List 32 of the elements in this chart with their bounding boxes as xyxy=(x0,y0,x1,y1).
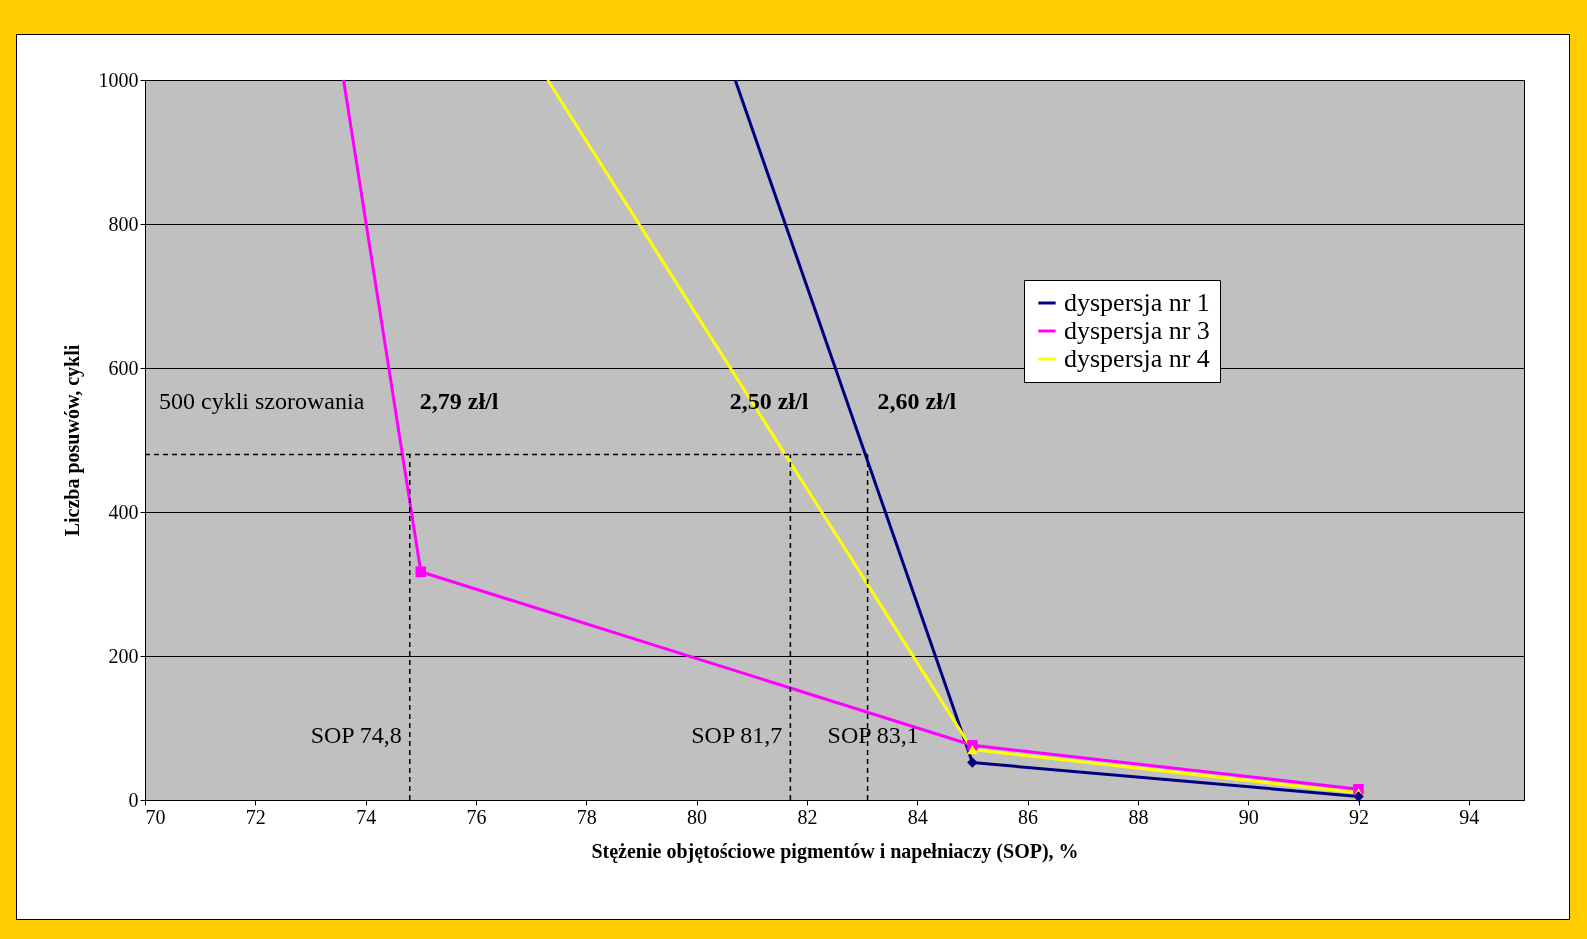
y-axis-title: Liczba posuwów, cykli xyxy=(60,344,84,537)
y-tick-label: 800 xyxy=(108,212,139,235)
ref-line-label: SOP 74,8 xyxy=(310,722,402,748)
point xyxy=(967,757,978,768)
point xyxy=(415,566,427,577)
x-tick-label: 78 xyxy=(576,805,597,828)
x-tick-label: 84 xyxy=(907,805,928,828)
ref-line-label: 500 cykli szorowania xyxy=(159,388,365,415)
x-tick-label: 76 xyxy=(466,805,487,828)
ref-line-label: SOP 81,7 xyxy=(691,722,783,748)
annotation: 2,79 zł/l xyxy=(419,388,499,415)
y-tick-label: 1000 xyxy=(98,68,139,91)
legend-label: dyspersja nr 3 xyxy=(1064,316,1210,345)
legend-label: dyspersja nr 4 xyxy=(1064,344,1210,373)
y-tick-label: 200 xyxy=(108,644,139,667)
x-tick-label: 70 xyxy=(145,805,166,828)
y-tick-label: 600 xyxy=(108,356,139,379)
x-tick-label: 92 xyxy=(1349,805,1370,828)
x-tick-label: 90 xyxy=(1238,805,1259,828)
x-tick-label: 72 xyxy=(245,805,266,828)
ref-line-label: SOP 83,1 xyxy=(827,722,919,748)
x-axis-title: Stężenie objętościowe pigmentów i napełniaczy (SOP), % xyxy=(591,839,1079,863)
x-tick-label: 94 xyxy=(1459,805,1480,828)
x-tick-label: 80 xyxy=(687,805,708,828)
x-tick-label: 86 xyxy=(1018,805,1039,828)
annotation: 2,60 zł/l xyxy=(877,388,957,415)
x-tick-label: 82 xyxy=(797,805,818,828)
legend-label: dyspersja nr 1 xyxy=(1064,288,1210,317)
y-tick-label: 0 xyxy=(128,788,139,811)
x-tick-label: 74 xyxy=(356,805,377,828)
x-tick-label: 88 xyxy=(1128,805,1149,828)
y-tick-label: 400 xyxy=(108,500,139,523)
